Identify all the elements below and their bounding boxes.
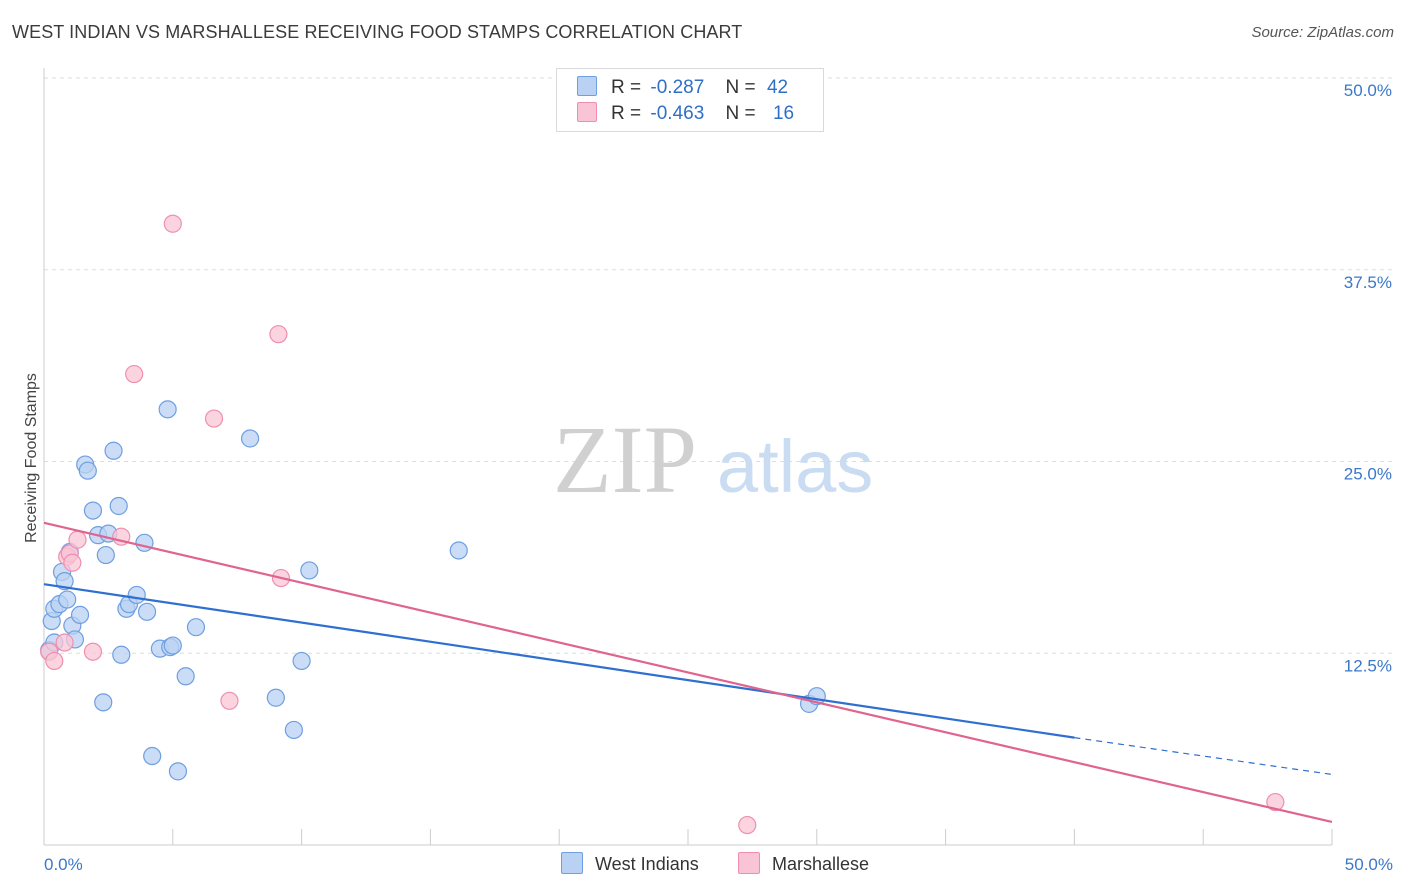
legend-r-value: -0.287 xyxy=(650,77,705,98)
west-indians-point xyxy=(300,561,319,580)
legend-swatch-blue xyxy=(577,76,597,96)
x-tick-label-start: 0.0% xyxy=(44,855,83,874)
trend-lines xyxy=(43,521,1333,824)
west-indians-point xyxy=(284,720,303,740)
west-indians-point xyxy=(158,400,177,419)
chart-title: WEST INDIAN VS MARSHALLESE RECEIVING FOO… xyxy=(12,22,743,42)
west-indians-point xyxy=(94,693,113,712)
west-indians-point xyxy=(83,501,103,520)
legend-row-west-indians: R = -0.287 N = 42 xyxy=(577,76,788,100)
watermark-zip: ZIP xyxy=(553,406,697,513)
legend-n-label: N = xyxy=(725,77,756,98)
legend-r-value: -0.463 xyxy=(650,103,705,124)
marshallese-point xyxy=(83,642,103,661)
bottom-legend-west-indians: West Indians xyxy=(561,852,699,875)
marshallese-point xyxy=(55,633,74,652)
y-tick-label: 25.0% xyxy=(1344,465,1392,484)
west-indians-point xyxy=(78,461,97,480)
west-indians-point xyxy=(104,441,123,460)
y-axis-label: Receiving Food Stamps xyxy=(23,373,40,543)
legend-row-marshallese: R = -0.463 N = 16 xyxy=(577,102,794,126)
west-indians-point xyxy=(58,590,77,609)
west-indians-point xyxy=(70,605,90,625)
marshallese-point xyxy=(220,691,239,710)
marshallese-point xyxy=(45,651,64,671)
west-indians-point xyxy=(109,496,128,516)
west-indians-point xyxy=(55,572,74,591)
west-indians-point xyxy=(186,618,206,637)
legend-n-value: 16 xyxy=(772,103,795,124)
west-indians-point xyxy=(112,645,131,664)
west-indians-point xyxy=(449,541,468,560)
bottom-legend-label: Marshallese xyxy=(772,854,870,874)
marshallese-point xyxy=(163,214,182,233)
legend-n-value: 42 xyxy=(766,77,789,98)
west-indians-point xyxy=(135,533,154,552)
bottom-legend-marshallese: Marshallese xyxy=(738,852,869,875)
marshallese-point xyxy=(269,325,288,344)
bottom-legend-swatch-blue xyxy=(561,852,583,874)
y-tick-label: 12.5% xyxy=(1344,656,1392,675)
marshallese-point xyxy=(1266,792,1285,812)
y-tick-labels: 12.5% 25.0% 37.5% 50.0% xyxy=(1344,81,1392,675)
west-indians-point xyxy=(96,545,115,565)
bottom-legend-swatch-pink xyxy=(738,852,760,874)
west-indians-trend-line xyxy=(43,583,1075,739)
bottom-legend-label: West Indians xyxy=(595,854,699,874)
legend-r-label: R = xyxy=(611,103,642,124)
marshallese-point xyxy=(125,364,144,384)
marshallese-point xyxy=(63,553,82,572)
x-tick-label-end: 50.0% xyxy=(1345,855,1393,874)
west-indians-point xyxy=(137,602,157,621)
marshallese-point xyxy=(68,530,87,549)
axes xyxy=(43,68,1333,846)
marshallese-point xyxy=(738,815,757,835)
west-indians-point xyxy=(240,429,260,448)
west-indians-point xyxy=(176,667,195,686)
marshallese-trend-line xyxy=(43,521,1333,824)
west-indians-point xyxy=(266,688,285,707)
y-tick-label: 37.5% xyxy=(1344,273,1392,292)
correlation-legend: R = -0.287 N = 42 R = -0.463 N = 16 xyxy=(556,68,824,132)
legend-n-label: N = xyxy=(725,103,756,124)
source-label: Source: ZipAtlas.com xyxy=(1251,24,1394,41)
west-indians-point xyxy=(168,762,188,781)
marshallese-point xyxy=(204,409,224,428)
grid-lines xyxy=(44,77,1392,654)
watermark-atlas: atlas xyxy=(717,425,873,508)
y-tick-label: 50.0% xyxy=(1344,81,1392,100)
west-indians-trend-extension xyxy=(1074,737,1333,776)
west-indians-point xyxy=(143,746,162,766)
x-tick-labels: 0.0% 50.0% xyxy=(44,855,1393,874)
west-indians-point xyxy=(292,651,311,671)
legend-swatch-pink xyxy=(577,102,597,122)
west-indians-point xyxy=(127,585,146,605)
legend-r-label: R = xyxy=(611,77,642,98)
west-indians-point xyxy=(163,636,182,655)
watermark: ZIP atlas xyxy=(553,406,873,513)
